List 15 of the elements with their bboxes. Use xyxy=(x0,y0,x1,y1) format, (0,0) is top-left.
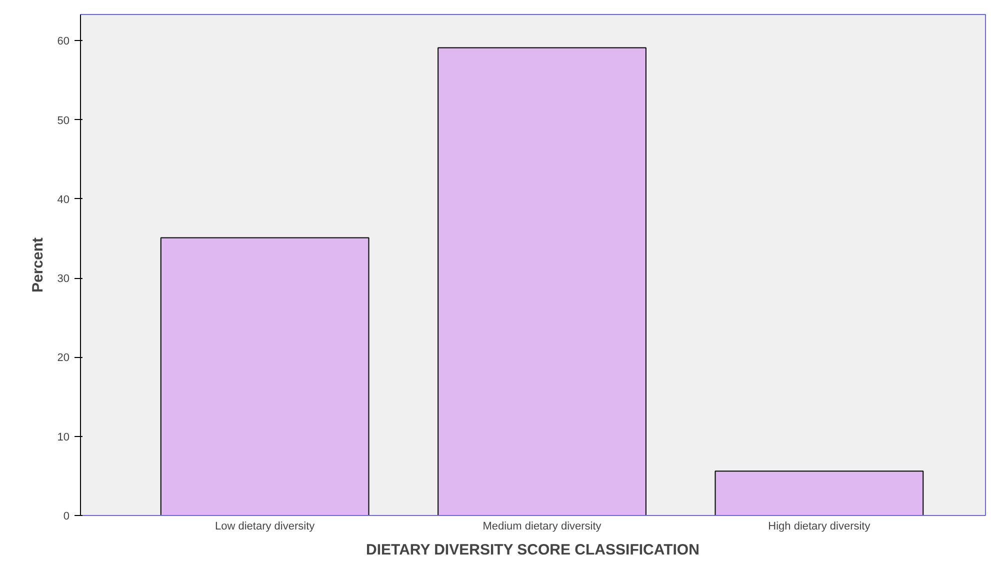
y-tick-label: 50 xyxy=(57,114,70,127)
y-tick-label: 10 xyxy=(57,431,70,444)
bar xyxy=(438,47,646,516)
y-tick-label: 30 xyxy=(57,273,70,286)
x-tick-label: High dietary diversity xyxy=(768,520,871,532)
x-tick-label: Low dietary diversity xyxy=(215,520,316,532)
x-axis-title: DIETARY DIVERSITY SCORE CLASSIFICATION xyxy=(366,542,700,558)
y-tick-label: 40 xyxy=(57,194,70,206)
y-axis-title: Percent xyxy=(29,237,46,293)
y-tick-label: 0 xyxy=(63,510,70,522)
y-tick-label: 60 xyxy=(57,36,70,48)
bar xyxy=(160,237,370,516)
y-tick-label: 20 xyxy=(57,352,70,364)
x-tick-label: Medium dietary diversity xyxy=(482,520,602,532)
bar xyxy=(714,470,924,516)
